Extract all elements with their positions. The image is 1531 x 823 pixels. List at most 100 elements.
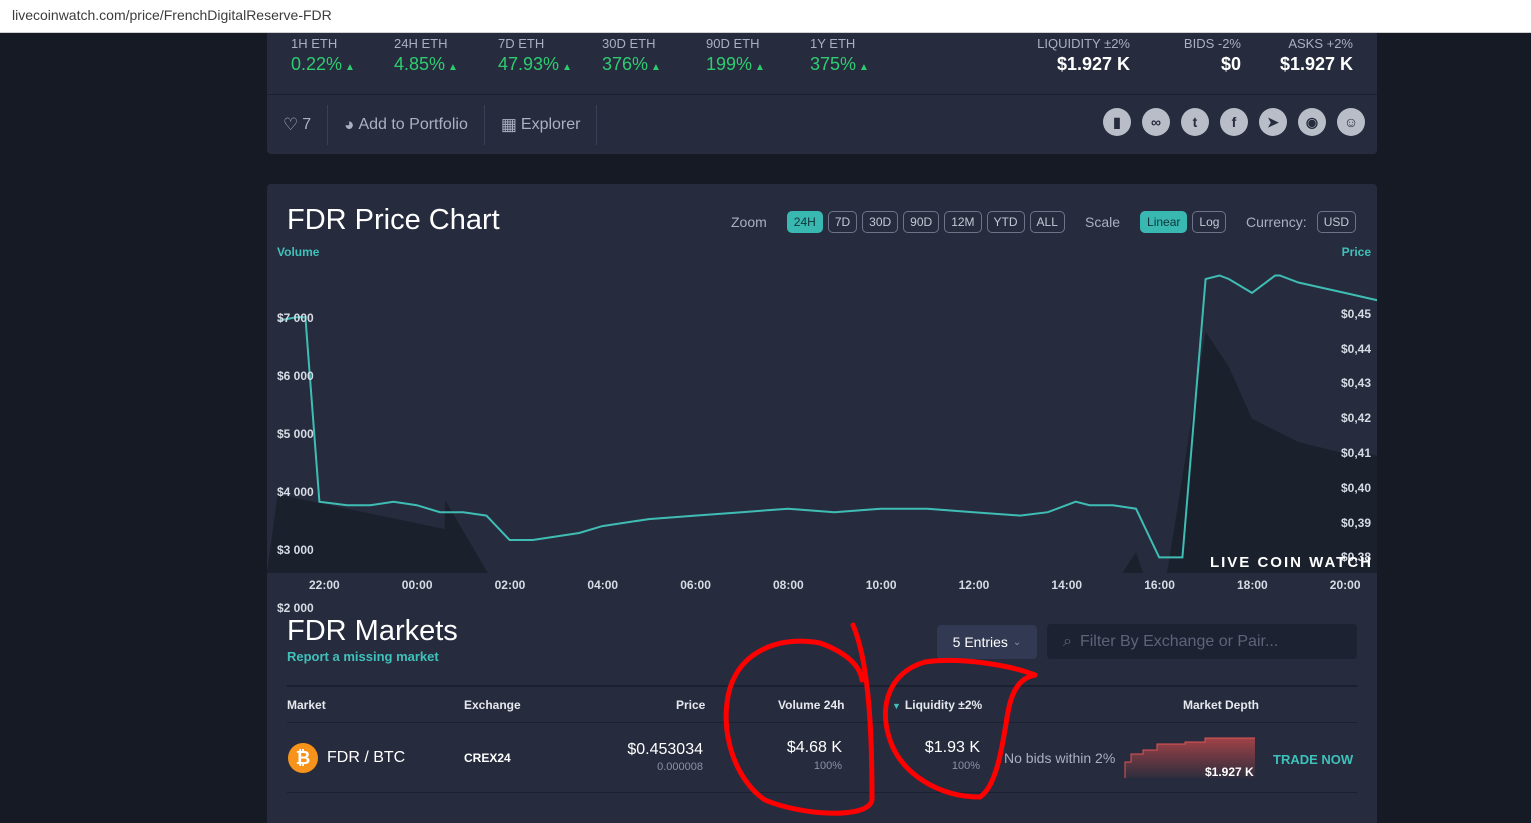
column-header-depth: Market Depth	[1183, 698, 1260, 712]
stat-24h-eth: 24H ETH 4.85% ▲	[394, 36, 458, 75]
no-bids-text: No bids within 2%	[1004, 750, 1116, 766]
currency-select[interactable]: USD	[1316, 211, 1357, 233]
stat-asks: ASKS +2% $1.927 K	[1280, 36, 1353, 75]
link-icon[interactable]: ∞	[1142, 108, 1170, 136]
divider	[267, 94, 1377, 95]
column-header-exchange[interactable]: Exchange	[464, 698, 521, 712]
heart-icon: ♡	[283, 114, 299, 134]
twitter-icon[interactable]: t	[1181, 108, 1209, 136]
table-divider	[287, 792, 1357, 793]
stat-label: 1Y ETH	[810, 36, 856, 51]
telegram-icon[interactable]: ➤	[1259, 108, 1287, 136]
market-volume: $4.68 K	[786, 739, 842, 756]
stat-value: 376% ▲	[602, 54, 661, 74]
time-tick-label: 00:00	[401, 578, 433, 592]
column-header-volume[interactable]: Volume 24h	[778, 698, 845, 712]
time-tick-label: 04:00	[587, 578, 619, 592]
market-filter-input[interactable]: ⌕ Filter By Exchange or Pair...	[1047, 624, 1357, 659]
up-arrow-icon: ▲	[755, 62, 765, 73]
stat-label: 30D ETH	[602, 36, 656, 51]
price-axis-title: Price	[1341, 245, 1371, 259]
stat-7d-eth: 7D ETH 47.93% ▲	[498, 36, 572, 75]
time-tick-label: 06:00	[680, 578, 711, 592]
chart-title: FDR Price Chart	[287, 204, 500, 236]
price-tick-label: $0,38	[1340, 550, 1371, 565]
report-missing-market-link[interactable]: Report a missing market	[287, 649, 439, 664]
facebook-icon[interactable]: f	[1220, 108, 1248, 136]
zoom-label: Zoom	[731, 214, 767, 230]
social-links: ▮ ∞ t f ➤ ◉ ☺	[1103, 108, 1365, 136]
scale-linear[interactable]: Linear	[1140, 211, 1188, 233]
stat-value: 375% ▲	[810, 54, 869, 74]
entries-value: 5 Entries	[952, 634, 1008, 650]
time-tick-label: 18:00	[1237, 578, 1268, 592]
price-chart-plot[interactable]	[267, 257, 1377, 573]
reddit-icon[interactable]: ☺	[1337, 108, 1365, 136]
price-tick-label: $0,43	[1340, 376, 1371, 391]
zoom-90d[interactable]: 90D	[903, 211, 940, 233]
stat-label: 24H ETH	[394, 36, 448, 51]
zoom-24h[interactable]: 24H	[786, 211, 823, 233]
portfolio-add-icon: ◕	[344, 114, 355, 134]
scale-controls: Scale Linear Log	[1085, 210, 1227, 234]
live-coin-watch-watermark: LIVE COIN WATCH	[1209, 554, 1373, 571]
stat-30d-eth: 30D ETH 376% ▲	[602, 36, 661, 75]
volume-tick-label: $2 000	[277, 601, 314, 615]
price-line	[277, 274, 1377, 559]
calendar-icon: ▦	[500, 114, 517, 134]
zoom-all[interactable]: ALL	[1029, 211, 1065, 233]
add-to-portfolio-button[interactable]: ◕ Add to Portfolio	[328, 104, 485, 145]
time-tick-label: 20:00	[1329, 578, 1361, 592]
trade-now-link[interactable]: TRADE NOW	[1273, 752, 1354, 767]
scale-log[interactable]: Log	[1192, 211, 1227, 233]
zoom-7d[interactable]: 7D	[827, 211, 858, 233]
stat-1h-eth: 1H ETH 0.22% ▲	[291, 36, 355, 75]
column-header-price[interactable]: Price	[676, 698, 706, 712]
time-tick-label: 12:00	[958, 578, 990, 592]
url-text[interactable]: livecoinwatch.com/price/FrenchDigitalRes…	[12, 7, 332, 23]
currency-label: Currency:	[1246, 214, 1307, 230]
stat-value: $1.927 K	[1279, 54, 1353, 74]
coin-actions: ♡ 7 ◕ Add to Portfolio ▦ Explorer	[267, 95, 598, 154]
chart-card: FDR Price Chart Zoom 24H 7D 30D 90D 12M …	[267, 184, 1377, 823]
up-arrow-icon: ▲	[859, 62, 869, 73]
whitepaper-icon[interactable]: ▮	[1103, 108, 1131, 136]
zoom-controls: Zoom 24H 7D 30D 90D 12M YTD ALL	[731, 210, 1065, 234]
volume-area	[267, 331, 1377, 573]
stat-label: 1H ETH	[291, 36, 338, 51]
column-header-market[interactable]: Market	[287, 698, 326, 712]
exchange-name[interactable]: CREX24	[464, 751, 511, 765]
portfolio-label: Add to Portfolio	[358, 115, 468, 133]
browser-address-bar[interactable]: livecoinwatch.com/price/FrenchDigitalRes…	[0, 0, 1531, 33]
zoom-ytd[interactable]: YTD	[986, 211, 1025, 233]
entries-select[interactable]: 5 Entries ⌄	[937, 625, 1037, 659]
explorer-label: Explorer	[520, 115, 581, 133]
market-liquidity-pct: 100%	[951, 760, 980, 772]
time-tick-label: 14:00	[1051, 578, 1083, 592]
time-tick-label: 22:00	[309, 578, 340, 592]
market-pair[interactable]: FDR / BTC	[327, 749, 406, 766]
time-tick-label: 16:00	[1144, 578, 1175, 592]
stat-value: $0	[1220, 54, 1241, 74]
zoom-12m[interactable]: 12M	[944, 211, 982, 233]
stat-liquidity: LIQUIDITY ±2% $1.927 K	[1037, 36, 1130, 75]
price-tick-label: $0,39	[1340, 515, 1371, 530]
column-header-liquidity[interactable]: ▼ Liquidity ±2%	[892, 698, 982, 712]
stat-label: 90D ETH	[706, 36, 760, 51]
like-button[interactable]: ♡ 7	[267, 104, 329, 145]
stat-90d-eth: 90D ETH 199% ▲	[706, 36, 765, 75]
stat-value: $1.927 K	[1056, 54, 1130, 74]
stat-value: 4.85% ▲	[394, 54, 458, 74]
time-tick-label: 08:00	[773, 578, 804, 592]
discord-icon[interactable]: ◉	[1298, 108, 1326, 136]
volume-tick-label: $4 000	[277, 485, 314, 499]
explorer-button[interactable]: ▦ Explorer	[485, 104, 598, 145]
stat-label: 7D ETH	[498, 36, 545, 51]
up-arrow-icon: ▲	[345, 62, 355, 73]
markets-title: FDR Markets	[287, 615, 458, 647]
liquidity-header-label: Liquidity ±2%	[904, 698, 983, 712]
price-tick-label: $0,42	[1340, 411, 1371, 426]
chevron-down-icon: ⌄	[1012, 636, 1022, 648]
zoom-30d[interactable]: 30D	[862, 211, 899, 233]
table-divider	[287, 722, 1357, 723]
